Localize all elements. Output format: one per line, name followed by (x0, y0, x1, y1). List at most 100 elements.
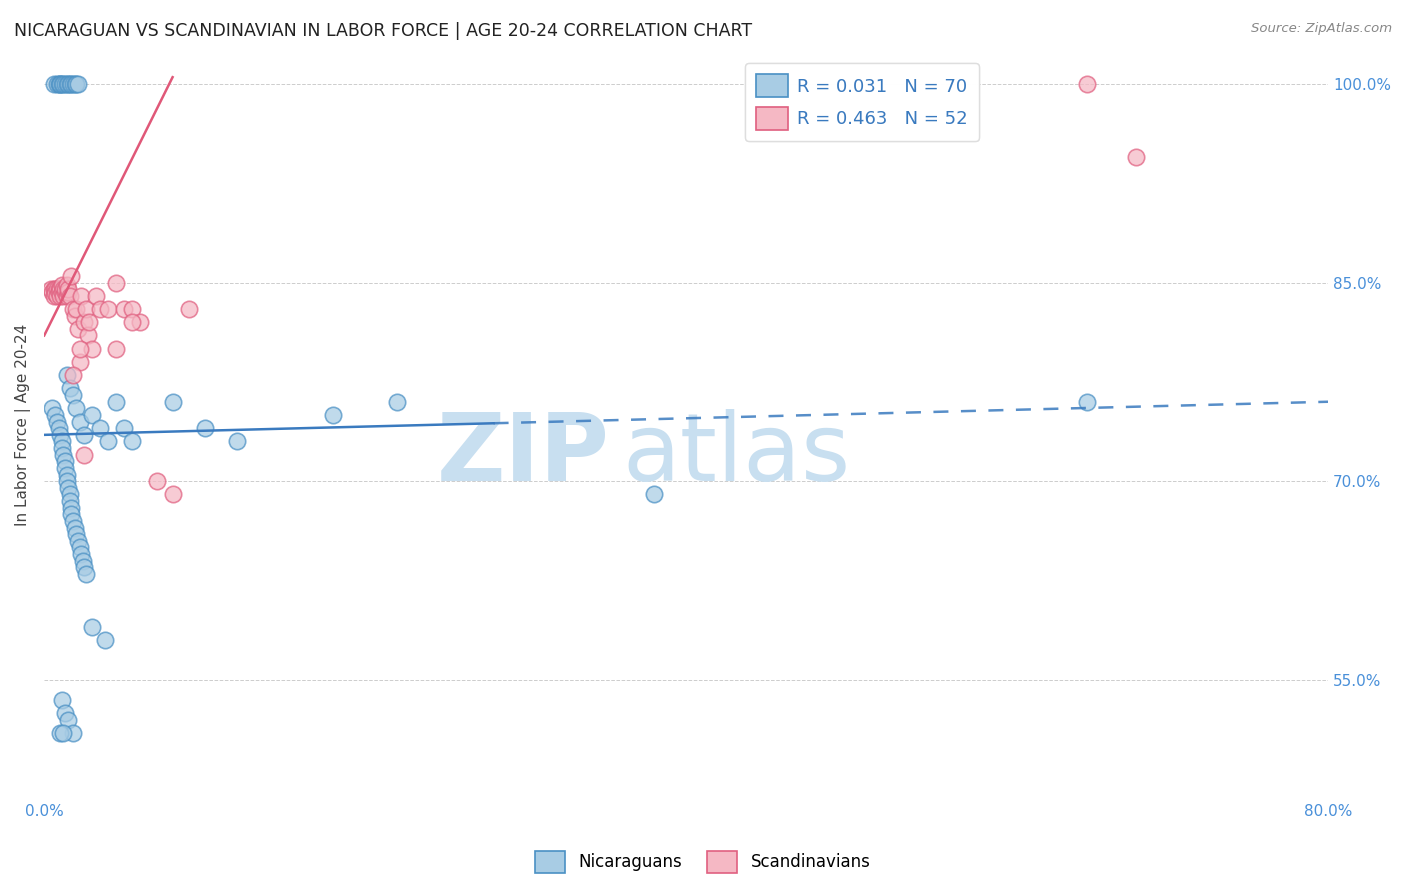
Point (41, 285, 63, 299)
Point (59, 289, 82, 303)
Point (53, 461, 76, 475)
Point (42, 77, 65, 91)
Point (51, 441, 73, 455)
Point (75, 301, 97, 316)
Point (49, 77, 72, 91)
Point (53, 285, 76, 299)
Point (322, 408, 344, 422)
Point (73, 315, 96, 329)
Point (42, 282, 65, 296)
Point (60, 500, 83, 515)
Point (62, 726, 84, 740)
Point (82, 342, 104, 356)
Point (63, 309, 86, 323)
Point (73, 560, 96, 574)
Point (46, 282, 69, 296)
Point (41, 401, 63, 416)
Point (145, 474, 167, 488)
Point (58, 285, 80, 299)
Text: ZIP: ZIP (436, 409, 609, 501)
Point (52, 448, 75, 462)
Point (51, 77, 73, 91)
Point (69, 355, 91, 369)
Point (65, 77, 87, 91)
Point (69, 342, 91, 356)
Point (48, 77, 70, 91)
Point (55, 467, 77, 482)
Point (70, 547, 93, 561)
Point (73, 448, 96, 462)
Point (51, 278, 73, 293)
Point (75, 566, 97, 581)
Point (53, 77, 76, 91)
Point (65, 527, 87, 541)
Point (94, 633, 117, 648)
Point (59, 382, 82, 396)
Point (66, 77, 89, 91)
Point (53, 454, 76, 468)
Point (69, 541, 91, 555)
Point (55, 474, 77, 488)
Point (63, 77, 86, 91)
Point (1076, 77, 1098, 91)
Point (84, 289, 107, 303)
Point (66, 322, 89, 336)
Point (55, 77, 77, 91)
Point (121, 315, 143, 329)
Point (162, 487, 184, 501)
Point (52, 726, 75, 740)
Point (44, 286, 66, 301)
Point (97, 301, 120, 316)
Point (49, 428, 72, 442)
Point (387, 394, 409, 409)
Point (1076, 394, 1098, 409)
Point (58, 77, 80, 91)
Point (89, 301, 111, 316)
Point (59, 494, 82, 508)
Point (105, 394, 128, 409)
Point (65, 401, 87, 416)
Point (52, 77, 75, 91)
Point (643, 487, 665, 501)
Point (46, 415, 69, 429)
Point (58, 713, 80, 727)
Point (129, 315, 152, 329)
Point (194, 421, 217, 435)
Point (48, 282, 70, 296)
Point (62, 514, 84, 528)
Point (48, 285, 70, 299)
Point (62, 301, 84, 316)
Point (44, 282, 66, 296)
Point (225, 434, 247, 449)
Point (39, 282, 62, 296)
Point (121, 301, 143, 316)
Point (60, 508, 83, 522)
Point (46, 289, 69, 303)
Point (52, 289, 75, 303)
Point (58, 282, 80, 296)
Point (60, 77, 83, 91)
Point (89, 421, 111, 435)
Point (114, 421, 136, 435)
Point (62, 368, 84, 383)
Point (82, 620, 104, 634)
Point (42, 289, 65, 303)
Point (53, 706, 76, 720)
Point (59, 487, 82, 501)
Point (49, 77, 72, 91)
Point (1125, 150, 1147, 164)
Point (48, 421, 70, 435)
Point (162, 394, 184, 409)
Point (51, 693, 73, 707)
Point (62, 77, 84, 91)
Point (55, 278, 77, 293)
Point (49, 282, 72, 296)
Y-axis label: In Labor Force | Age 20-24: In Labor Force | Age 20-24 (15, 324, 31, 526)
Point (66, 533, 89, 548)
Point (60, 268, 83, 283)
Point (44, 408, 66, 422)
Point (82, 408, 104, 422)
Point (49, 289, 72, 303)
Point (58, 481, 80, 495)
Point (46, 77, 69, 91)
